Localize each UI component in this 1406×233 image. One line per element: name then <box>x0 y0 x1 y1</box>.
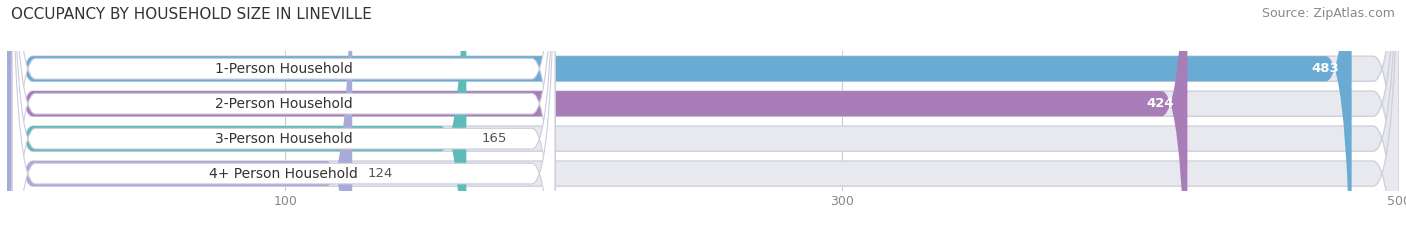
Text: 2-Person Household: 2-Person Household <box>215 97 353 111</box>
Text: OCCUPANCY BY HOUSEHOLD SIZE IN LINEVILLE: OCCUPANCY BY HOUSEHOLD SIZE IN LINEVILLE <box>11 7 373 22</box>
Text: 165: 165 <box>482 132 508 145</box>
Text: 1-Person Household: 1-Person Household <box>215 62 353 76</box>
FancyBboxPatch shape <box>13 0 555 233</box>
Text: Source: ZipAtlas.com: Source: ZipAtlas.com <box>1261 7 1395 20</box>
Text: 483: 483 <box>1310 62 1339 75</box>
Text: 4+ Person Household: 4+ Person Household <box>209 167 359 181</box>
FancyBboxPatch shape <box>7 0 467 233</box>
FancyBboxPatch shape <box>13 0 555 233</box>
FancyBboxPatch shape <box>7 0 1399 233</box>
FancyBboxPatch shape <box>7 0 353 233</box>
FancyBboxPatch shape <box>7 0 1188 233</box>
FancyBboxPatch shape <box>7 0 1399 233</box>
FancyBboxPatch shape <box>13 0 555 233</box>
FancyBboxPatch shape <box>7 0 1351 233</box>
Text: 3-Person Household: 3-Person Household <box>215 132 353 146</box>
Text: 124: 124 <box>368 167 394 180</box>
FancyBboxPatch shape <box>13 0 555 233</box>
FancyBboxPatch shape <box>7 0 1399 233</box>
FancyBboxPatch shape <box>7 0 1399 233</box>
Text: 424: 424 <box>1147 97 1174 110</box>
